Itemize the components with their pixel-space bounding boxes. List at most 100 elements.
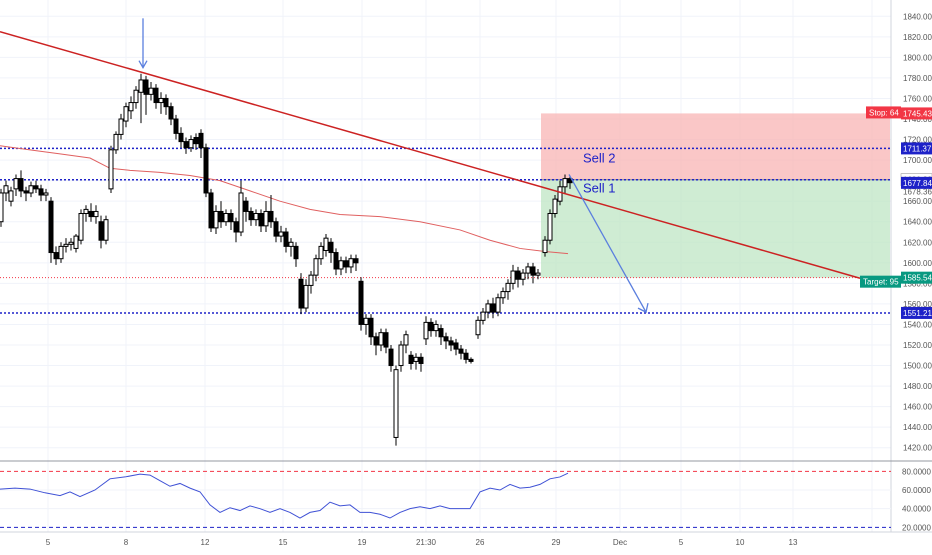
candle-body (313, 258, 319, 276)
candle-body (248, 210, 254, 221)
trendline (0, 30, 861, 279)
price-tick-label: 1780.00 (903, 74, 932, 83)
candle-body (178, 132, 184, 143)
candle-body (228, 213, 234, 223)
stop-label-box (866, 106, 901, 119)
stop-label-text: Stop: 64 (869, 108, 899, 117)
candle-body (213, 210, 219, 229)
target-label-text: Target: 95 (863, 278, 899, 287)
candle-body (562, 178, 568, 188)
price-tick-label: 1600.00 (903, 259, 932, 268)
candle-body (193, 136, 199, 145)
candle-body (505, 282, 511, 293)
candle-body (223, 213, 229, 223)
candle-body (510, 270, 516, 284)
candle-body (448, 340, 454, 346)
time-tick-label: 13 (789, 538, 798, 547)
candle-body (283, 231, 289, 247)
candle-body (268, 210, 274, 223)
time-tick-label: Dec (613, 538, 627, 547)
candle-body (500, 291, 506, 299)
level-1678-price-tag-text: 1678.36 (903, 188, 932, 197)
level-1711-price-tag (901, 142, 932, 155)
price-tick-label: 1500.00 (903, 362, 932, 371)
moving-average-line (0, 145, 569, 255)
candle-body (238, 192, 244, 233)
candle-body (333, 252, 339, 270)
candle-body (520, 272, 526, 280)
candle-body (547, 213, 553, 241)
candle-body (293, 245, 299, 260)
time-tick-label: 29 (552, 538, 561, 547)
price-tick-label: 1560.00 (903, 300, 932, 309)
price-tick-label: 1580.00 (903, 279, 932, 288)
time-tick-label: 5 (46, 538, 51, 547)
candle-body (485, 303, 491, 313)
level-1677-price-tag-text: 1677.84 (903, 179, 932, 188)
candle-body (63, 243, 69, 247)
candle-body (0, 192, 4, 223)
candle-body (480, 311, 486, 321)
price-tick-label: 1540.00 (903, 320, 932, 329)
candle-body (53, 252, 59, 260)
candle-body (530, 266, 536, 276)
candle-body (353, 258, 359, 264)
candle-body (423, 321, 429, 340)
stop-price-tag-text: 1745.43 (903, 109, 932, 118)
candle-body (173, 118, 179, 134)
rsi-tick-label: 20.0000 (902, 523, 931, 532)
candle-body (323, 237, 329, 251)
candle-body (378, 332, 384, 346)
candle-body (188, 139, 194, 149)
candle-body (458, 348, 464, 354)
candle-body (542, 239, 548, 254)
price-tick-label: 1800.00 (903, 53, 932, 62)
rsi-line (0, 472, 569, 519)
price-tick-label: 1520.00 (903, 341, 932, 350)
price-tick-label: 1480.00 (903, 382, 932, 391)
target-price-tag (901, 271, 932, 284)
candle-body (393, 369, 399, 438)
time-tick-label: 12 (201, 538, 210, 547)
candle-body (203, 147, 209, 194)
stop-loss-zone (541, 113, 890, 180)
annotation-label: Sell 1 (583, 181, 616, 196)
candle-body (108, 149, 114, 190)
candle-body (468, 358, 474, 362)
candle-body (128, 102, 134, 112)
candle-body (133, 89, 139, 104)
candle-body (278, 231, 284, 237)
candle-body (495, 297, 501, 313)
candle-body (143, 79, 149, 95)
candle-body (383, 332, 389, 348)
candle-body (453, 342, 459, 350)
time-tick-label: 21:30 (416, 538, 437, 547)
candle-body (208, 192, 214, 229)
price-tick-label: 1700.00 (903, 156, 932, 165)
price-tick-label: 1420.00 (903, 444, 932, 453)
candle-body (138, 79, 144, 93)
time-tick-label: 8 (124, 538, 129, 547)
candle-body (8, 190, 14, 202)
candle-body (218, 210, 224, 223)
candle-body (318, 245, 324, 260)
candle-body (373, 336, 379, 346)
candle-body (433, 323, 439, 332)
candle-body (68, 241, 74, 245)
candle-body (515, 270, 521, 280)
target-price-tag-text: 1585.54 (903, 274, 932, 283)
candle-body (73, 235, 79, 249)
level-1711-price-tag-text: 1711.37 (903, 144, 932, 153)
candle-body (198, 132, 204, 149)
candle-body (408, 354, 414, 364)
projection-arrow-head (637, 302, 649, 314)
level-1677-price-tag (901, 176, 932, 189)
candle-body (43, 192, 49, 196)
price-tick-label: 1440.00 (903, 423, 932, 432)
candle-body (398, 344, 404, 367)
candle-body (463, 352, 469, 360)
candle-body (413, 356, 419, 362)
candle-body (48, 200, 54, 254)
